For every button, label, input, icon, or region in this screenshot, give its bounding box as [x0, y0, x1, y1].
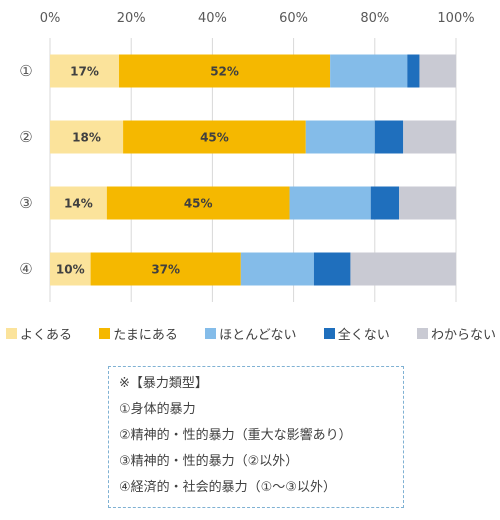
note-item-economic-social: ④経済的・社会的暴力（①～③以外）: [119, 480, 336, 495]
data-label: 10%: [56, 263, 85, 277]
x-tick-label: 100%: [437, 11, 474, 26]
data-label: 37%: [151, 263, 180, 277]
category-label: ②: [19, 128, 32, 146]
category-label: ①: [19, 62, 32, 80]
legend-label-often: よくある: [20, 328, 73, 343]
bar-segment: [305, 120, 375, 154]
legend-swatch-rarely: [205, 328, 217, 339]
data-label: 18%: [72, 131, 101, 145]
chart-legend: よくある たまにある ほとんどない 全くない わからない: [6, 324, 496, 343]
data-label: 17%: [70, 65, 99, 79]
bar-segment: [407, 54, 420, 88]
x-tick-label: 0%: [40, 11, 61, 26]
data-label: 14%: [64, 197, 93, 211]
violence-type-note: ※【暴力類型】 ①身体的暴力 ②精神的・性的暴力（重大な影響あり） ③精神的・性…: [108, 366, 404, 508]
bar-segment: [370, 186, 400, 220]
data-label: 45%: [200, 131, 229, 145]
legend-swatch-sometimes: [99, 328, 111, 339]
legend-swatch-often: [6, 328, 17, 339]
bar-segment: [50, 54, 120, 88]
legend-item-often: よくある: [6, 324, 72, 343]
data-label: 52%: [210, 65, 239, 79]
legend-label-sometimes: たまにある: [113, 328, 178, 343]
x-tick-label: 80%: [360, 11, 389, 26]
bar-segment: [350, 252, 456, 286]
legend-label-unknown: わからない: [430, 328, 496, 343]
note-item-mental-serious: ②精神的・性的暴力（重大な影響あり）: [119, 428, 352, 443]
bar-segment: [330, 54, 408, 88]
x-tick-label: 60%: [279, 11, 308, 26]
x-tick-label: 20%: [117, 11, 146, 26]
bar-segment: [123, 120, 306, 154]
bar-segment: [50, 186, 107, 220]
legend-item-unknown: わからない: [416, 324, 496, 343]
bar-segment: [90, 252, 241, 286]
legend-item-never: 全くない: [323, 324, 390, 343]
legend-swatch-never: [323, 328, 335, 339]
stacked-bar-chart: 0% 20% 40% 60% 80% 100% ① 17% 52% ② 18% 45% ③ 14% 45% ④…: [19, 11, 475, 302]
data-label: 45%: [184, 197, 213, 211]
legend-item-rarely: ほとんどない: [205, 324, 296, 343]
bar-segment: [289, 186, 371, 220]
bar-segment: [419, 54, 456, 88]
bar-segment: [119, 54, 331, 88]
bar-segment: [313, 252, 351, 286]
legend-label-never: 全くない: [337, 328, 390, 343]
bar-segment: [374, 120, 404, 154]
bar-segment: [50, 252, 91, 286]
bar-segment: [50, 120, 124, 154]
legend-swatch-unknown: [416, 328, 428, 339]
category-label: ④: [19, 260, 32, 278]
note-item-mental-other: ③精神的・性的暴力（②以外）: [119, 454, 299, 469]
bar-segment: [240, 252, 314, 286]
category-label: ③: [19, 194, 32, 212]
note-item-physical: ①身体的暴力: [119, 402, 196, 417]
note-title: ※【暴力類型】: [119, 376, 208, 391]
bar-segment: [399, 186, 456, 220]
legend-item-sometimes: たまにある: [99, 324, 178, 343]
x-tick-label: 40%: [198, 11, 227, 26]
legend-label-rarely: ほとんどない: [219, 328, 297, 343]
bar-segment: [403, 120, 456, 154]
bar-segment: [106, 186, 290, 220]
